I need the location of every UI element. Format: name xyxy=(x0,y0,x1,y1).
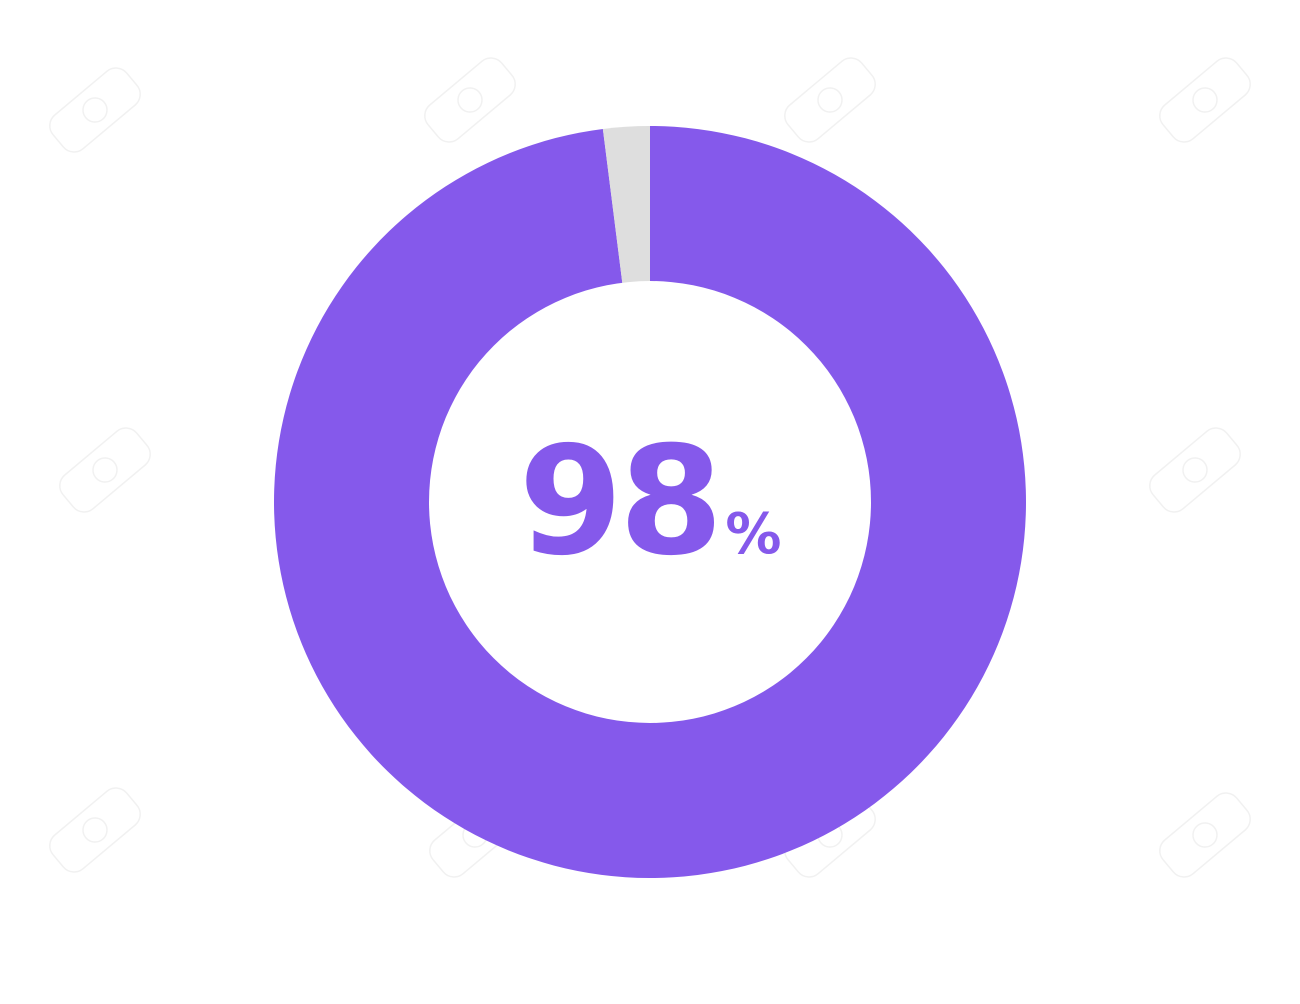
center-label: 98% xyxy=(519,427,782,577)
watermark-stamp xyxy=(49,67,141,153)
center-value: 98 xyxy=(518,415,724,589)
watermark-stamp xyxy=(1159,57,1251,143)
watermark-stamp xyxy=(424,57,516,143)
donut-hole xyxy=(429,281,871,723)
watermark-stamp xyxy=(59,427,151,513)
watermark-stamp xyxy=(49,787,141,873)
watermark-stamp xyxy=(1149,427,1241,513)
center-unit: % xyxy=(725,502,782,567)
watermark-stamp xyxy=(784,57,876,143)
watermark-stamp xyxy=(1159,792,1251,878)
